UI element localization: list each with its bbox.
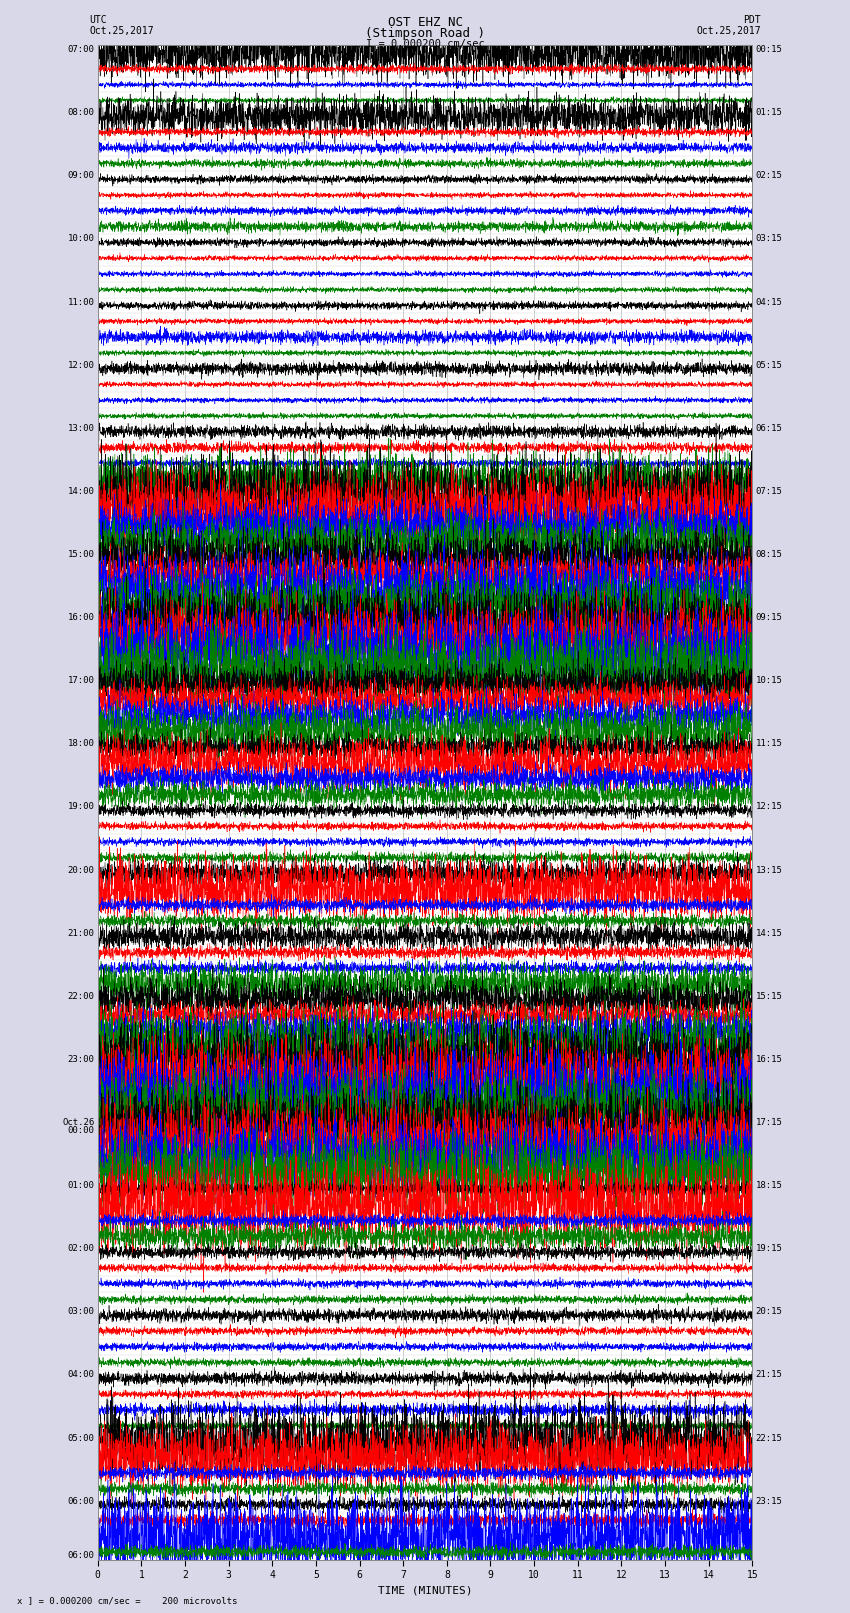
Text: 19:15: 19:15 [756, 1244, 782, 1253]
Text: Oct.26: Oct.26 [62, 1118, 94, 1127]
Text: 00:15: 00:15 [756, 45, 782, 55]
Text: 02:15: 02:15 [756, 171, 782, 181]
Text: 20:00: 20:00 [68, 866, 94, 874]
Text: 16:00: 16:00 [68, 613, 94, 623]
Text: 03:00: 03:00 [68, 1307, 94, 1316]
Text: (Stimpson Road ): (Stimpson Road ) [365, 27, 485, 40]
Text: 18:00: 18:00 [68, 739, 94, 748]
Text: 06:00: 06:00 [68, 1550, 94, 1560]
Text: 07:00: 07:00 [68, 45, 94, 55]
Text: 14:00: 14:00 [68, 487, 94, 495]
Text: 09:00: 09:00 [68, 171, 94, 181]
Text: 11:00: 11:00 [68, 297, 94, 306]
Text: 12:15: 12:15 [756, 803, 782, 811]
Text: 14:15: 14:15 [756, 929, 782, 937]
Text: 09:15: 09:15 [756, 613, 782, 623]
Text: UTC: UTC [89, 15, 107, 24]
Text: 19:00: 19:00 [68, 803, 94, 811]
Text: 07:15: 07:15 [756, 487, 782, 495]
Text: x ] = 0.000200 cm/sec =    200 microvolts: x ] = 0.000200 cm/sec = 200 microvolts [17, 1595, 237, 1605]
X-axis label: TIME (MINUTES): TIME (MINUTES) [377, 1586, 473, 1595]
Text: 04:15: 04:15 [756, 297, 782, 306]
Text: 08:15: 08:15 [756, 550, 782, 560]
Text: Oct.25,2017: Oct.25,2017 [696, 26, 761, 35]
Text: 22:00: 22:00 [68, 992, 94, 1000]
Text: 10:15: 10:15 [756, 676, 782, 686]
Text: 13:00: 13:00 [68, 424, 94, 432]
Text: PDT: PDT [743, 15, 761, 24]
Text: 22:15: 22:15 [756, 1434, 782, 1442]
Text: 12:00: 12:00 [68, 361, 94, 369]
Text: 05:00: 05:00 [68, 1434, 94, 1442]
Text: 18:15: 18:15 [756, 1181, 782, 1190]
Text: 16:15: 16:15 [756, 1055, 782, 1065]
Text: 06:00: 06:00 [68, 1497, 94, 1505]
Text: 20:15: 20:15 [756, 1307, 782, 1316]
Text: 21:15: 21:15 [756, 1371, 782, 1379]
Text: I = 0.000200 cm/sec: I = 0.000200 cm/sec [366, 39, 484, 48]
Text: 17:00: 17:00 [68, 676, 94, 686]
Text: 11:15: 11:15 [756, 739, 782, 748]
Text: 01:00: 01:00 [68, 1181, 94, 1190]
Text: 15:00: 15:00 [68, 550, 94, 560]
Text: Oct.25,2017: Oct.25,2017 [89, 26, 154, 35]
Text: 23:15: 23:15 [756, 1497, 782, 1505]
Text: 23:00: 23:00 [68, 1055, 94, 1065]
Text: 00:00: 00:00 [68, 1126, 94, 1134]
Text: 17:15: 17:15 [756, 1118, 782, 1127]
Text: 05:15: 05:15 [756, 361, 782, 369]
Text: 03:15: 03:15 [756, 234, 782, 244]
Text: 13:15: 13:15 [756, 866, 782, 874]
Text: 01:15: 01:15 [756, 108, 782, 118]
Text: 04:00: 04:00 [68, 1371, 94, 1379]
Text: 21:00: 21:00 [68, 929, 94, 937]
Text: OST EHZ NC: OST EHZ NC [388, 16, 462, 29]
Text: 10:00: 10:00 [68, 234, 94, 244]
Text: 08:00: 08:00 [68, 108, 94, 118]
Text: 02:00: 02:00 [68, 1244, 94, 1253]
Text: 15:15: 15:15 [756, 992, 782, 1000]
Text: 06:15: 06:15 [756, 424, 782, 432]
